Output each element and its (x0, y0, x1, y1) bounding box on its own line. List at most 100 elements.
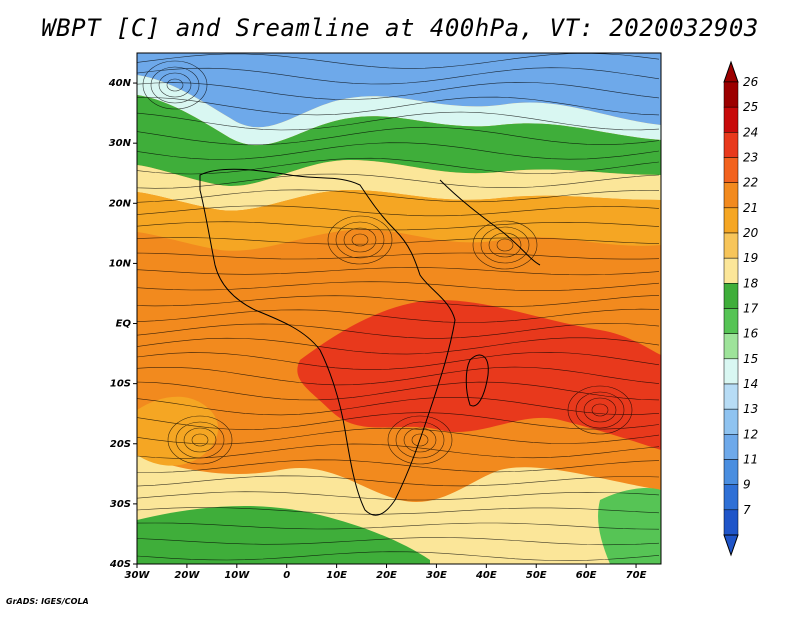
streamline (137, 67, 660, 85)
colorbar-swatch (723, 283, 739, 309)
streamline-eddy (488, 232, 522, 258)
streamline (137, 142, 660, 160)
streamline (137, 173, 660, 189)
colorbar-label: 16 (743, 327, 759, 341)
streamline (137, 189, 660, 203)
streamline-eddy (403, 427, 437, 453)
lon-label: 0 (283, 570, 290, 581)
streamline (137, 308, 660, 323)
colorbar-swatch (723, 484, 739, 511)
streamline-eddy (472, 220, 538, 270)
colorbar: 26 25 24 23 22 21 20 19 18 17 16 15 14 13 12 11 9 7 (723, 60, 759, 557)
lon-label: 10W (224, 570, 250, 581)
colorbar-swatch (723, 333, 739, 360)
streamline-eddy (167, 415, 233, 465)
streamline (137, 351, 660, 370)
colorbar-swatch (723, 182, 739, 209)
streamlines (137, 53, 660, 561)
lat-label: 20S (110, 439, 131, 450)
streamline (137, 337, 660, 355)
streamline (137, 237, 660, 245)
streamline-eddy (327, 215, 393, 265)
colorbar-swatch (723, 308, 739, 334)
streamline (137, 252, 660, 260)
colorbar-label: 20 (743, 226, 759, 240)
streamline-eddy (575, 391, 625, 429)
colorbar-label: 24 (743, 125, 758, 139)
colorbar-label: 25 (743, 100, 758, 114)
streamline (137, 267, 660, 276)
lat-label: 30S (110, 499, 131, 510)
streamline-eddy (496, 238, 514, 252)
streamline (137, 126, 660, 146)
colorbar-label: 23 (743, 151, 758, 165)
colorbar-label: 18 (743, 276, 759, 290)
streamline (137, 81, 660, 100)
streamline-eddy (183, 427, 217, 453)
colorbar-label: 12 (743, 427, 758, 441)
streamline-eddy (166, 78, 184, 92)
streamline-eddy (480, 226, 530, 264)
streamline-eddy (335, 221, 385, 259)
colorbar-swatch (723, 132, 739, 158)
streamline (137, 412, 660, 430)
colorbar-label: 21 (743, 201, 758, 215)
streamline (137, 537, 660, 546)
colorbar-label: 11 (743, 453, 758, 467)
lat-label: 40S (109, 559, 131, 570)
lat-label: 30N (109, 138, 132, 149)
streamline (137, 427, 660, 445)
streamline (137, 323, 660, 339)
plot-frame (136, 52, 662, 565)
colorbar-swatch (723, 106, 739, 133)
streamline-eddy (343, 227, 377, 253)
colorbar-swatch (723, 509, 739, 536)
colorbar-label: 14 (743, 377, 758, 391)
colorbar-swatch (723, 434, 739, 460)
colorbar-label: 13 (743, 402, 758, 416)
lon-label: 30W (125, 570, 151, 581)
colorbar-swatch (723, 358, 739, 385)
colorbar-label: 22 (743, 176, 758, 190)
streamline (137, 443, 660, 459)
colorbar-label: 7 (743, 503, 751, 517)
colorbar-min-arrow (723, 534, 739, 557)
lat-label: EQ (116, 319, 132, 330)
lat-label: 40N (108, 78, 132, 89)
colorbar-label: 9 (743, 478, 751, 492)
lon-label: 70E (626, 570, 647, 581)
streamline (137, 459, 660, 473)
colorbar-swatch (723, 257, 739, 284)
colorbar-swatch (723, 383, 739, 410)
streamline-eddy (395, 421, 445, 459)
streamline (137, 397, 660, 416)
streamline (137, 157, 660, 175)
streamline (137, 53, 660, 69)
streamline-eddy (351, 233, 369, 247)
grads-credit: GrADS: IGES/COLA (6, 597, 89, 606)
colorbar-swatch (723, 81, 739, 108)
colorbar-swatch (723, 459, 739, 485)
streamline (137, 381, 660, 401)
streamline-eddy (583, 397, 617, 423)
colorbar-label: 15 (743, 352, 758, 366)
colorbar-label: 19 (743, 251, 758, 265)
chart-title: WBPT [C] and Sreamline at 400hPa, VT: 20… (41, 14, 759, 42)
wbpt-color-field (137, 53, 661, 564)
longitude-axis: 30W 20W 10W 0 10E 20E 30E 40E 50E 60E 70E (125, 564, 647, 581)
lon-label: 10E (326, 570, 347, 581)
colorbar-label: 26 (743, 75, 759, 89)
lon-label: 20W (174, 570, 200, 581)
lon-label: 50E (526, 570, 547, 581)
streamline-eddy (591, 403, 609, 417)
streamline-eddy (411, 433, 429, 447)
streamline-eddy (150, 66, 200, 104)
streamline (137, 96, 660, 116)
lat-label: 10N (109, 258, 132, 269)
streamline (137, 366, 660, 386)
lon-label: 20E (376, 570, 397, 581)
streamline (137, 491, 660, 501)
streamline (137, 551, 660, 561)
lon-label: 60E (576, 570, 597, 581)
